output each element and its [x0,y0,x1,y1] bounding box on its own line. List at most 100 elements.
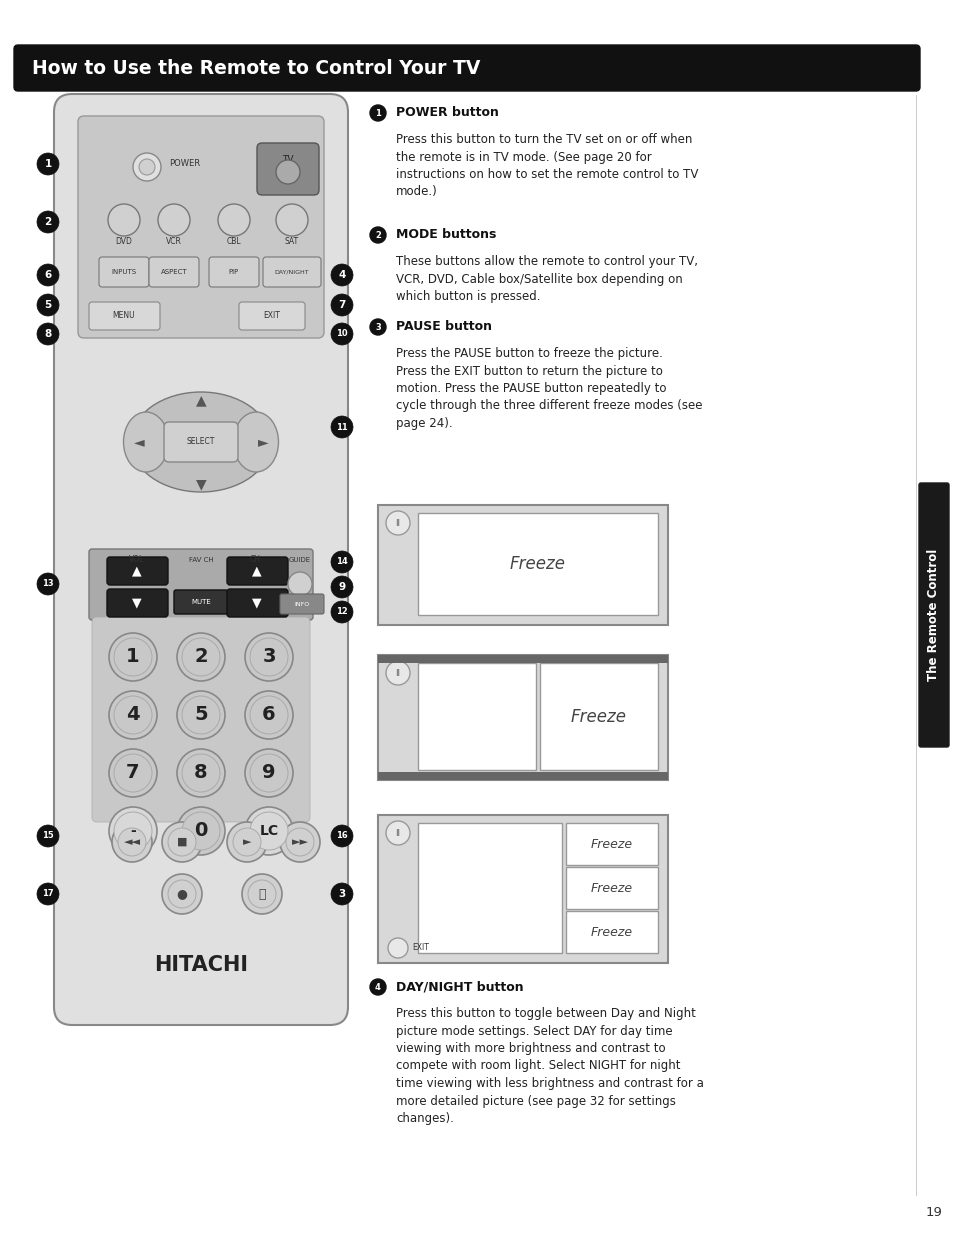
Circle shape [109,634,157,680]
Bar [377,815,667,963]
Text: Freeze: Freeze [590,925,633,939]
Text: ▲: ▲ [132,564,142,578]
Bar [377,772,667,781]
Text: 4: 4 [126,705,140,725]
Text: 11: 11 [335,422,348,431]
Text: MUTE: MUTE [191,599,211,605]
Text: POWER button: POWER button [395,106,498,120]
Text: Freeze: Freeze [590,882,633,894]
Circle shape [388,939,408,958]
Circle shape [139,159,154,175]
Circle shape [162,874,202,914]
Text: 8: 8 [45,329,51,338]
Circle shape [286,827,314,856]
Circle shape [250,755,288,792]
Text: GUIDE: GUIDE [289,557,311,563]
Circle shape [233,827,261,856]
FancyBboxPatch shape [280,594,324,614]
Text: 19: 19 [924,1207,942,1219]
Text: POWER: POWER [169,158,200,168]
Circle shape [37,573,59,595]
Text: 14: 14 [335,557,348,567]
FancyBboxPatch shape [78,116,324,338]
Text: II: II [395,519,400,527]
Circle shape [158,204,190,236]
Circle shape [245,692,293,739]
Circle shape [245,748,293,797]
Bar [565,823,658,864]
FancyBboxPatch shape [89,303,160,330]
Text: 1: 1 [45,159,51,169]
Text: 9: 9 [262,763,275,783]
Ellipse shape [131,391,271,492]
Text: SELECT: SELECT [187,437,215,447]
Circle shape [245,634,293,680]
Text: FAV CH: FAV CH [189,557,213,563]
Text: ▼: ▼ [252,597,261,610]
Circle shape [218,204,250,236]
Text: 6: 6 [262,705,275,725]
Text: 5: 5 [194,705,208,725]
Text: INPUTS: INPUTS [112,269,136,275]
FancyBboxPatch shape [227,557,288,585]
FancyBboxPatch shape [91,618,310,823]
Text: 2: 2 [194,647,208,667]
Circle shape [370,319,386,335]
Bar [565,867,658,909]
Bar [417,513,658,615]
Text: INFO: INFO [294,601,310,606]
Text: Press this button to turn the TV set on or off when
the remote is in TV mode. (S: Press this button to turn the TV set on … [395,133,698,199]
Circle shape [113,697,152,734]
Text: 15: 15 [42,831,53,841]
Text: Press this button to toggle between Day and Night
picture mode settings. Select : Press this button to toggle between Day … [395,1007,703,1125]
Text: ■: ■ [176,837,187,847]
FancyBboxPatch shape [54,94,348,1025]
Circle shape [331,825,353,847]
Circle shape [331,576,353,598]
Circle shape [386,511,410,535]
Circle shape [250,811,288,850]
Text: Freeze: Freeze [571,708,626,725]
Text: ►►: ►► [292,837,308,847]
Text: SAT: SAT [285,237,298,247]
Text: LC: LC [259,824,278,839]
Text: 9: 9 [338,582,345,592]
Bar [417,663,536,769]
Circle shape [182,697,220,734]
Bar [417,823,561,953]
Text: 3: 3 [338,889,345,899]
FancyBboxPatch shape [227,589,288,618]
Circle shape [168,827,195,856]
Circle shape [109,692,157,739]
Text: PAUSE button: PAUSE button [395,321,492,333]
Circle shape [177,806,225,855]
FancyBboxPatch shape [256,143,318,195]
Text: -: - [130,824,135,839]
Bar [565,911,658,953]
Circle shape [168,881,195,908]
Circle shape [331,551,353,573]
Text: MODE buttons: MODE buttons [395,228,496,242]
Circle shape [245,806,293,855]
Bar [377,655,667,663]
Text: ▼: ▼ [195,477,206,492]
Circle shape [250,697,288,734]
Text: II: II [395,668,400,678]
Text: 2: 2 [45,217,51,227]
Text: HITACHI: HITACHI [153,955,248,974]
Circle shape [37,883,59,905]
Text: Press the PAUSE button to freeze the picture.
Press the EXIT button to return th: Press the PAUSE button to freeze the pic… [395,347,701,430]
Text: 7: 7 [126,763,139,783]
Circle shape [113,755,152,792]
Text: 8: 8 [194,763,208,783]
Text: ◄: ◄ [133,435,144,450]
Circle shape [331,264,353,287]
Circle shape [275,204,308,236]
Text: 12: 12 [335,608,348,616]
Text: 3: 3 [375,322,380,331]
Text: DAY/NIGHT: DAY/NIGHT [274,269,309,274]
Text: 4: 4 [338,270,345,280]
Circle shape [248,881,275,908]
Circle shape [275,161,299,184]
FancyBboxPatch shape [263,257,320,287]
